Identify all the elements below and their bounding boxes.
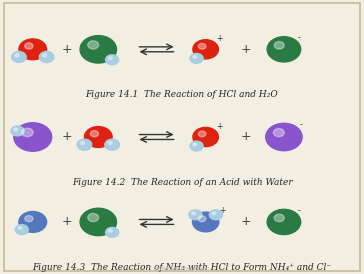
Circle shape [108, 57, 112, 60]
Circle shape [190, 141, 203, 151]
Circle shape [84, 127, 112, 147]
Circle shape [193, 40, 218, 59]
Circle shape [267, 37, 301, 62]
Circle shape [42, 54, 47, 57]
Circle shape [22, 128, 33, 137]
Circle shape [90, 130, 99, 137]
Text: +: + [219, 206, 225, 215]
Circle shape [209, 210, 222, 220]
Text: +: + [62, 215, 73, 229]
Circle shape [105, 139, 119, 150]
Circle shape [198, 216, 206, 222]
Circle shape [192, 212, 195, 215]
Circle shape [193, 143, 197, 146]
Circle shape [198, 131, 206, 137]
Circle shape [25, 43, 33, 49]
Circle shape [189, 210, 202, 220]
Circle shape [274, 41, 284, 49]
Circle shape [12, 52, 26, 62]
Circle shape [106, 55, 119, 65]
Circle shape [190, 53, 203, 63]
Text: www.slideshare.com: www.slideshare.com [154, 266, 210, 271]
Text: +: + [240, 130, 251, 144]
Circle shape [19, 39, 47, 60]
Circle shape [193, 212, 219, 232]
Circle shape [212, 212, 216, 215]
Text: +: + [216, 122, 223, 131]
Circle shape [267, 209, 301, 235]
Circle shape [80, 36, 116, 63]
Circle shape [14, 123, 52, 151]
Circle shape [274, 214, 284, 222]
Circle shape [193, 55, 197, 58]
Circle shape [80, 208, 116, 236]
Text: Figure 14.1  The Reaction of HCl and H₂O: Figure 14.1 The Reaction of HCl and H₂O [86, 90, 278, 99]
FancyBboxPatch shape [4, 3, 360, 271]
Text: +: + [240, 43, 251, 56]
Text: +: + [62, 43, 73, 56]
Text: Figure 14.2  The Reaction of an Acid with Water: Figure 14.2 The Reaction of an Acid with… [72, 178, 292, 187]
Text: Figure 14.3  The Reaction of NH₃ with HCl to Form NH₄⁺ and Cl⁻: Figure 14.3 The Reaction of NH₃ with HCl… [32, 263, 332, 272]
Circle shape [273, 129, 284, 137]
Circle shape [18, 227, 22, 230]
Text: +: + [240, 215, 251, 229]
Text: -: - [299, 120, 302, 129]
Text: -: - [298, 33, 301, 42]
Circle shape [25, 215, 33, 222]
Circle shape [19, 212, 47, 232]
Circle shape [193, 127, 218, 147]
Circle shape [88, 213, 99, 222]
Circle shape [11, 126, 24, 136]
Circle shape [14, 128, 17, 131]
Circle shape [106, 227, 119, 237]
Text: +: + [62, 130, 73, 144]
Circle shape [266, 123, 302, 151]
Circle shape [88, 41, 99, 49]
Circle shape [39, 52, 54, 62]
Circle shape [108, 141, 112, 145]
Circle shape [108, 229, 112, 232]
Circle shape [80, 141, 84, 145]
Text: -: - [298, 206, 301, 215]
Circle shape [15, 54, 19, 57]
Circle shape [15, 225, 28, 235]
Circle shape [198, 43, 206, 49]
Circle shape [77, 139, 92, 150]
Text: +: + [216, 35, 223, 43]
